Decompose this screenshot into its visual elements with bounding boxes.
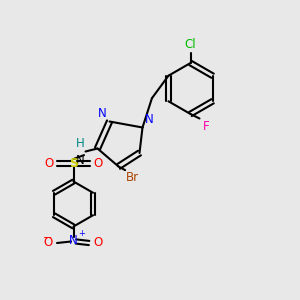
Text: N: N xyxy=(69,233,78,247)
Text: F: F xyxy=(202,120,209,133)
Text: −: − xyxy=(43,232,52,243)
Text: N: N xyxy=(145,113,154,126)
Text: Br: Br xyxy=(126,171,139,184)
Text: H: H xyxy=(76,137,85,150)
Text: N: N xyxy=(76,154,85,167)
Text: O: O xyxy=(43,236,52,250)
Text: O: O xyxy=(93,157,102,170)
Text: Cl: Cl xyxy=(185,38,196,51)
Text: O: O xyxy=(94,236,103,250)
Text: +: + xyxy=(78,229,85,238)
Text: S: S xyxy=(69,157,78,170)
Text: O: O xyxy=(45,157,54,170)
Text: N: N xyxy=(98,107,107,120)
